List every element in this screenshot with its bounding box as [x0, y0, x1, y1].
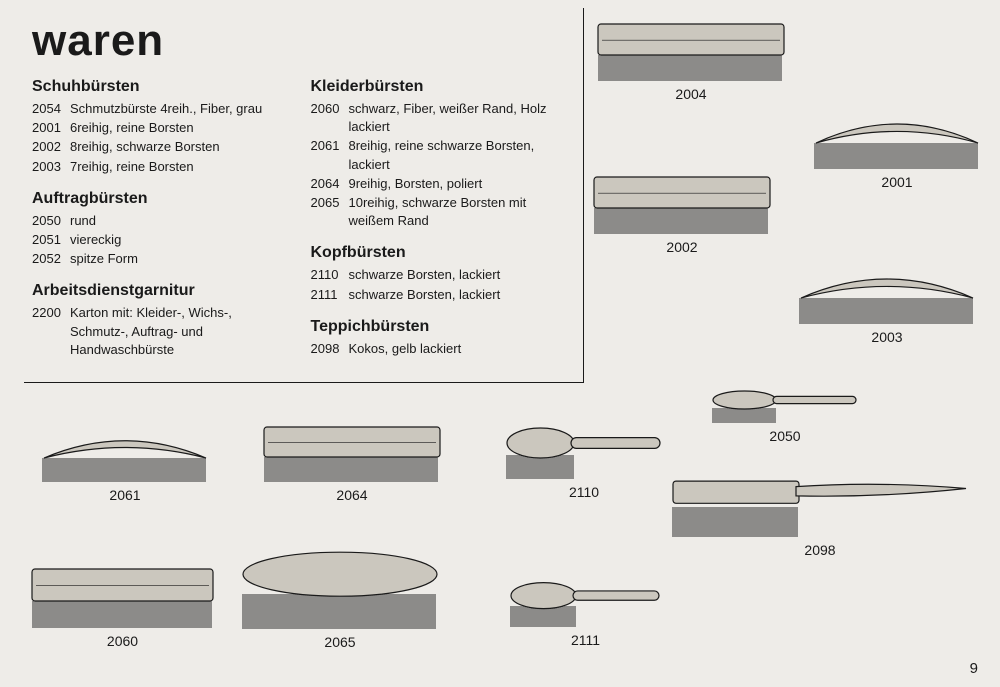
item-id: 2060 — [311, 100, 349, 136]
brush-figure: 2064 — [262, 425, 442, 503]
item-id: 2003 — [32, 158, 70, 176]
brush-label: 2110 — [504, 484, 664, 500]
item-desc: 10reihig, schwarze Borsten mit weißem Ra… — [349, 194, 570, 230]
brush-label: 2002 — [592, 239, 772, 255]
item-desc: schwarz, Fiber, weißer Rand, Holz lackie… — [349, 100, 570, 136]
item-desc: 6reihig, reine Borsten — [70, 119, 291, 137]
columns: Schuhbürsten 2054Schmutzbürste 4reih., Fi… — [32, 78, 569, 360]
column-left: Schuhbürsten 2054Schmutzbürste 4reih., Fi… — [32, 78, 291, 360]
section-heading: Teppichbürsten — [311, 318, 570, 336]
item-desc: rund — [70, 212, 291, 230]
catalog-item: 2051viereckig — [32, 231, 291, 249]
brush-figure: 2004 — [596, 22, 786, 102]
brush-label: 2003 — [797, 329, 977, 345]
brush-label: 2050 — [710, 428, 860, 444]
item-id: 2200 — [32, 304, 70, 359]
item-id: 2061 — [311, 137, 349, 173]
item-desc: 8reihig, schwarze Borsten — [70, 138, 291, 156]
item-desc: 8reihig, reine schwarze Borsten, lackier… — [349, 137, 570, 173]
brush-label: 2060 — [30, 633, 215, 649]
item-desc: Schmutzbürste 4reih., Fiber, grau — [70, 100, 291, 118]
item-id: 2054 — [32, 100, 70, 118]
item-id: 2050 — [32, 212, 70, 230]
brush-label: 2098 — [670, 542, 970, 558]
column-right: Kleiderbürsten 2060schwarz, Fiber, weißer… — [311, 78, 570, 360]
item-id: 2051 — [32, 231, 70, 249]
catalog-item: 2050rund — [32, 212, 291, 230]
section-heading: Arbeitsdienstgarnitur — [32, 282, 291, 300]
catalog-item: 2060schwarz, Fiber, weißer Rand, Holz la… — [311, 100, 570, 136]
brush-label: 2004 — [596, 86, 786, 102]
brush-figure: 2050 — [710, 388, 860, 444]
item-id: 2098 — [311, 340, 349, 358]
item-id: 2002 — [32, 138, 70, 156]
catalog-item: 206510reihig, schwarze Borsten mit weiße… — [311, 194, 570, 230]
item-desc: spitze Form — [70, 250, 291, 268]
catalog-item: 2098Kokos, gelb lackiert — [311, 340, 570, 358]
item-desc: 7reihig, reine Borsten — [70, 158, 291, 176]
brush-figure: 2003 — [797, 265, 977, 345]
catalog-text-box: waren Schuhbürsten 2054Schmutzbürste 4rei… — [24, 8, 584, 383]
catalog-item: 2110schwarze Borsten, lackiert — [311, 266, 570, 284]
item-desc: schwarze Borsten, lackiert — [349, 266, 570, 284]
brush-figure: 2098 — [670, 470, 970, 558]
brush-figure: 2110 — [504, 425, 664, 500]
item-id: 2065 — [311, 194, 349, 230]
section-heading: Auftragbürsten — [32, 190, 291, 208]
brush-figure: 2002 — [592, 175, 772, 255]
item-id: 2001 — [32, 119, 70, 137]
catalog-item: 2054Schmutzbürste 4reih., Fiber, grau — [32, 100, 291, 118]
section-heading: Kopfbürsten — [311, 244, 570, 262]
catalog-item: 2200Karton mit: Kleider-, Wichs-, Schmut… — [32, 304, 291, 359]
brush-label: 2061 — [40, 487, 210, 503]
item-desc: viereckig — [70, 231, 291, 249]
section-heading: Kleiderbürsten — [311, 78, 570, 96]
brush-label: 2064 — [262, 487, 442, 503]
brush-label: 2111 — [508, 632, 663, 648]
page-title: waren — [32, 16, 569, 66]
brush-figure: 2001 — [812, 110, 982, 190]
brush-label: 2001 — [812, 174, 982, 190]
item-desc: Karton mit: Kleider-, Wichs-, Schmutz-, … — [70, 304, 291, 359]
item-desc: 9reihig, Borsten, poliert — [349, 175, 570, 193]
catalog-item: 20028reihig, schwarze Borsten — [32, 138, 291, 156]
brush-figure: 2061 — [40, 428, 210, 503]
brush-figure: 2111 — [508, 580, 663, 648]
item-id: 2110 — [311, 266, 349, 284]
section-heading: Schuhbürsten — [32, 78, 291, 96]
catalog-item: 20037reihig, reine Borsten — [32, 158, 291, 176]
item-id: 2064 — [311, 175, 349, 193]
catalog-item: 20618reihig, reine schwarze Borsten, lac… — [311, 137, 570, 173]
item-id: 2052 — [32, 250, 70, 268]
item-desc: schwarze Borsten, lackiert — [349, 286, 570, 304]
brush-label: 2065 — [240, 634, 440, 650]
item-desc: Kokos, gelb lackiert — [349, 340, 570, 358]
brush-figure: 2060 — [30, 567, 215, 649]
catalog-item: 20649reihig, Borsten, poliert — [311, 175, 570, 193]
brush-figure: 2065 — [240, 550, 440, 650]
catalog-item: 20016reihig, reine Borsten — [32, 119, 291, 137]
catalog-item: 2111schwarze Borsten, lackiert — [311, 286, 570, 304]
catalog-item: 2052spitze Form — [32, 250, 291, 268]
page-number: 9 — [970, 660, 978, 677]
item-id: 2111 — [311, 286, 349, 304]
